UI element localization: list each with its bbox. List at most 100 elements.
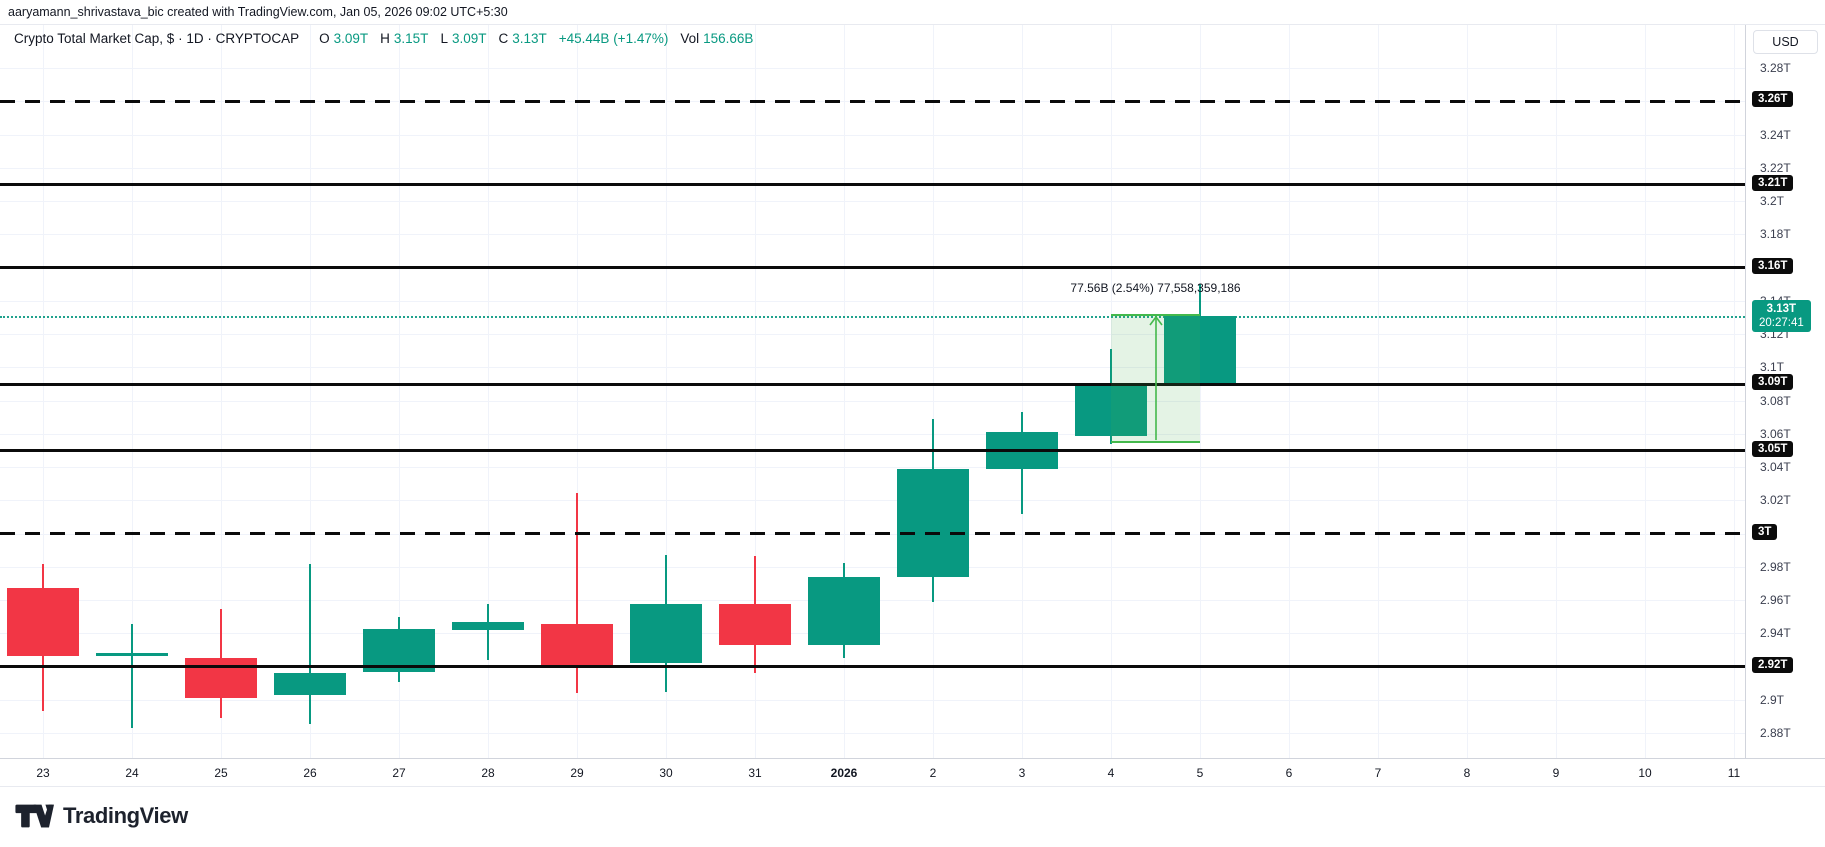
footer: TradingView: [0, 787, 1825, 847]
candle-body-dec-29: [541, 623, 613, 666]
h-gridline: [0, 68, 1745, 70]
attribution-text: aaryamann_shrivastava_bic created with T…: [0, 0, 1825, 25]
price-level-line-3.05t: [0, 449, 1745, 452]
time-label-30: 30: [659, 766, 673, 780]
h-gridline: [0, 167, 1745, 169]
high-value: 3.15T: [393, 31, 429, 46]
h-gridline: [0, 700, 1745, 701]
time-label-2: 2: [929, 766, 937, 780]
time-label-11: 11: [1727, 766, 1741, 780]
price-tick-3.18t: 3.18T: [1760, 227, 1791, 242]
candle-wick-dec-28: [487, 603, 489, 660]
price-tick-3.04t: 3.04T: [1760, 460, 1791, 475]
current-price-line: [0, 315, 1745, 318]
time-label-5: 5: [1196, 766, 1204, 780]
price-tick-3.1t: 3.1T: [1760, 360, 1785, 375]
v-gridline: [488, 25, 489, 758]
price-level-line-3.09t: [0, 382, 1745, 386]
candle-body-jan-2: [897, 468, 969, 577]
v-gridline: [1467, 25, 1468, 758]
candle-body-jan-4: [1075, 384, 1147, 436]
measure-arrow-up: [1148, 315, 1163, 441]
time-label-24: 24: [125, 766, 139, 780]
v-gridline: [1734, 25, 1735, 758]
h-gridline: [0, 566, 1745, 568]
time-label-3: 3: [1018, 766, 1026, 780]
price-tick-3.24t: 3.24T: [1760, 127, 1791, 142]
price-tick-3.28t: 3.28T: [1760, 61, 1791, 76]
price-tick-3.2t: 3.2T: [1760, 194, 1785, 209]
measure-label: 77.56B (2.54%) 77,558,359,186: [1070, 281, 1241, 295]
symbol-title[interactable]: Crypto Total Market Cap, $ · 1D · CRYPTO…: [14, 31, 300, 46]
price-tick-2.98t: 2.98T: [1760, 559, 1791, 574]
h-gridline: [0, 201, 1745, 203]
h-gridline: [0, 334, 1745, 336]
candle-body-dec-27: [363, 628, 435, 672]
time-axis[interactable]: 23 24 25 26 27 28 29 30 31 2026 2 3 4 5 6 7 8 9 10 11: [0, 758, 1825, 787]
candle-body-dec-25: [185, 658, 257, 699]
candle-body-dec-28: [452, 621, 524, 631]
v-gridline: [844, 25, 845, 758]
low-value: 3.09T: [451, 31, 487, 46]
time-label-9: 9: [1552, 766, 1560, 780]
candle-body-dec-23: [7, 587, 79, 656]
price-level-line-2.92t: [0, 665, 1745, 669]
candle-body-jan-1-2026: [808, 576, 880, 646]
time-label-29: 29: [570, 766, 584, 780]
open-label: O: [319, 31, 330, 46]
currency-button[interactable]: USD: [1753, 30, 1818, 54]
price-tick-3.02t: 3.02T: [1760, 493, 1791, 508]
price-tick-3.22t: 3.22T: [1760, 160, 1791, 175]
time-label-23: 23: [36, 766, 50, 780]
time-label-6: 6: [1285, 766, 1293, 780]
price-level-badge-3.26t: 3.26T: [1752, 91, 1794, 108]
price-tick-3.08t: 3.08T: [1760, 393, 1791, 408]
v-gridline: [1200, 25, 1201, 758]
price-tick-2.94t: 2.94T: [1760, 626, 1791, 641]
low-label: L: [440, 31, 448, 46]
h-gridline: [0, 500, 1745, 502]
price-tick-2.96t: 2.96T: [1760, 593, 1791, 608]
current-price-badge: 3.13T 20:27:41: [1752, 299, 1811, 332]
symbol-legend[interactable]: Crypto Total Market Cap, $ · 1D · CRYPTO…: [14, 31, 753, 46]
time-label-27: 27: [392, 766, 406, 780]
time-label-8: 8: [1463, 766, 1471, 780]
volume-label: Vol: [680, 31, 700, 46]
price-level-line-3.26t: [0, 99, 1745, 103]
candle-body-dec-30: [630, 603, 702, 664]
candle-wick-dec-24: [131, 623, 133, 729]
price-tick-2.9t: 2.9T: [1760, 693, 1785, 707]
h-gridline: [0, 300, 1745, 302]
h-gridline: [0, 367, 1745, 369]
h-gridline: [0, 733, 1745, 735]
time-label-25: 25: [214, 766, 228, 780]
tradingview-logo-icon: [15, 804, 54, 828]
v-gridline: [1289, 25, 1290, 758]
v-gridline: [132, 25, 133, 758]
price-level-badge-3t: 3T: [1752, 523, 1778, 540]
time-label-31: 31: [748, 766, 762, 780]
price-level-line-3t: [0, 532, 1745, 536]
price-level-line-3.16t: [0, 266, 1745, 270]
price-level-line-3.21t: [0, 183, 1745, 186]
tradingview-logo[interactable]: TradingView: [14, 799, 188, 833]
close-label: C: [498, 31, 509, 46]
price-level-badge-3.21t: 3.21T: [1752, 174, 1794, 191]
h-gridline: [0, 400, 1745, 402]
v-gridline: [399, 25, 400, 758]
chart-plot-area[interactable]: 77.56B (2.54%) 77,558,359,186 Crypto Tot…: [0, 25, 1745, 758]
candle-body-dec-26: [274, 673, 346, 695]
price-level-badge-3.16t: 3.16T: [1752, 257, 1794, 274]
open-value: 3.09T: [333, 31, 369, 46]
v-gridline: [310, 25, 311, 758]
v-gridline: [1556, 25, 1557, 758]
close-value: 3.13T: [512, 31, 547, 46]
tradingview-logo-text: TradingView: [63, 803, 188, 828]
price-axis[interactable]: USD 3.28T3.24T3.22T3.2T3.18T3.14T3.12T3.…: [1745, 25, 1825, 758]
candle-body-jan-5: [1164, 315, 1236, 384]
bar-countdown: 20:27:41: [1759, 316, 1804, 329]
v-gridline: [43, 25, 44, 758]
time-label-7: 7: [1374, 766, 1382, 780]
candle-body-dec-24: [96, 652, 168, 656]
current-price-value: 3.13T: [1766, 302, 1797, 315]
